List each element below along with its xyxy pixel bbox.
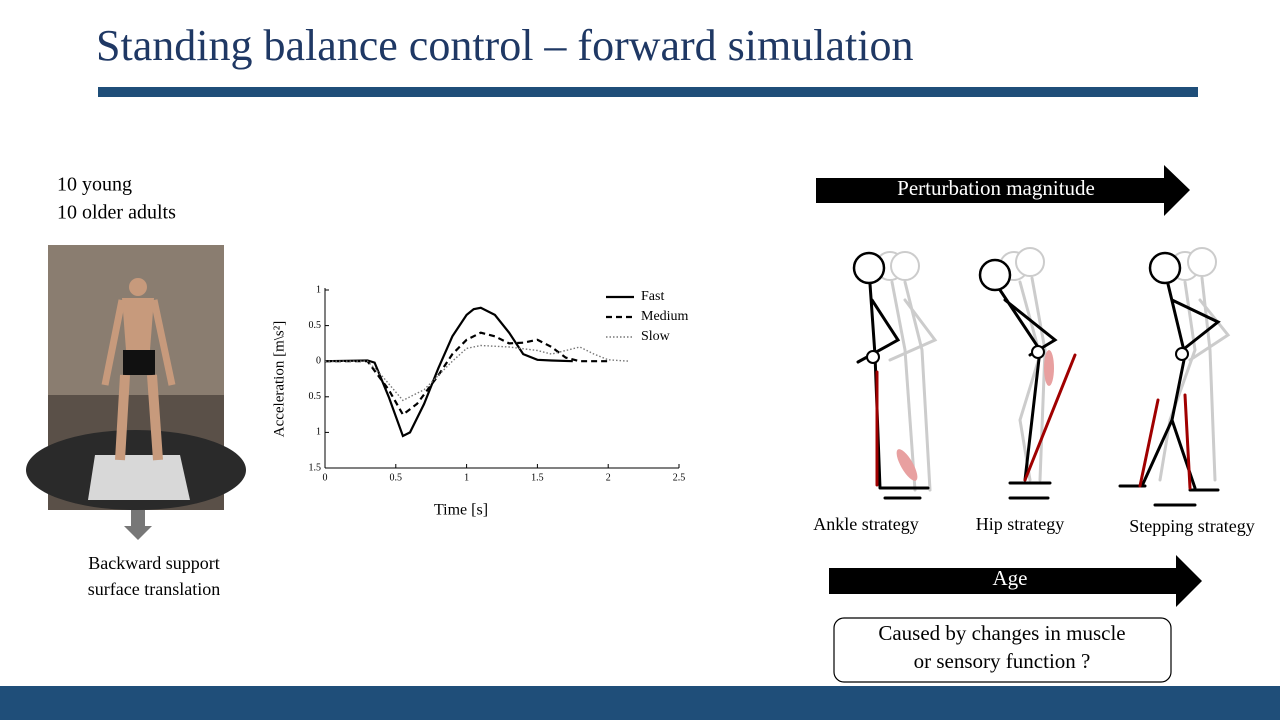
stick-figures-part [866,350,880,364]
age-arrow-part [829,555,1202,607]
x-tick-label: 1 [464,472,469,483]
stick-figures [852,247,1231,507]
stick-figures-part-part [852,251,886,285]
footer-bar [0,686,1280,720]
x-tick-label: 0 [323,472,328,483]
question-box [833,617,1172,683]
down-arrow [124,510,152,540]
photo-part [129,278,147,296]
legend-label: Slow [641,329,671,344]
x-tick-label: 2 [606,472,611,483]
x-tick-label: 2.5 [673,472,686,483]
photo-part [123,350,155,375]
strategy-label: Hip strategy [976,514,1064,534]
question-text: Caused by changes in muscle [878,621,1125,645]
perturbation-arrow [816,165,1190,216]
y-tick-label: 1 [316,427,321,438]
photo-caption: Backward support [88,553,219,573]
stick-figures-part-part [998,288,1058,485]
stick-figures-part-part [1187,247,1217,277]
title: Standing balance control – forward simul… [96,21,913,70]
y-tick-label: 1.5 [309,462,322,473]
stick-figures-part-part [1158,276,1231,482]
age-label: Age [993,566,1028,590]
stick-figures-part-part [883,496,1197,507]
legend-label: Medium [641,309,689,324]
photo-caption: surface translation [88,579,220,599]
legend-label: Fast [641,289,664,304]
perturbation-arrow-part [816,165,1190,216]
stick-figures-part [1044,350,1054,386]
y-tick-label: 1 [316,284,321,295]
x-tick-label: 1.5 [531,472,544,483]
strategy-label: Stepping strategy [1129,516,1254,536]
stick-figures-part [883,496,1197,507]
stick-figures-part-part [1118,282,1221,492]
down-arrow-part [124,526,152,540]
stick-figures-part [1031,345,1045,359]
photo [26,245,246,510]
x-tick-label: 0.5 [390,472,403,483]
perturbation-label: Perturbation magnitude [897,176,1095,200]
stick-figures-part-part [875,353,1192,490]
stick-figures-part-part [890,251,920,281]
series-line [325,331,609,417]
y-tick-label: 0 [316,355,321,366]
y-tick-label: 0.5 [309,391,322,402]
stick-figures-part-part [1015,247,1045,277]
photo-part [122,298,154,350]
subjects: 10 young [57,174,132,196]
y-axis-label: Acceleration [m\s²] [271,321,287,438]
stick-figures-part-part [888,280,938,492]
chart: 1.5 1 0.5 0 0.5 1 0 0.5 1 1.5 2 2.5 Acceleration [m\… [271,284,688,518]
stick-figures-part-part [1018,276,1047,482]
stick-figures-part [1175,347,1189,361]
stick-figures-part [875,353,1192,490]
series-line [325,344,630,402]
y-tick-label: 0.5 [309,320,322,331]
stick-figures-part [896,449,918,481]
photo-part [88,455,190,500]
title-rule [98,87,1198,97]
subjects: 10 older adults [57,202,176,224]
x-axis-label: Time [s] [434,502,488,519]
question-text: or sensory function ? [914,649,1091,673]
series-line [324,306,573,438]
photo-part [115,374,163,461]
stick-figures-part-part [1148,251,1182,285]
age-arrow [829,555,1202,607]
stick-figures-part-part [978,258,1012,292]
strategy-label: Ankle strategy [813,514,918,534]
down-arrow-part [131,510,145,526]
photo-part [101,299,176,386]
